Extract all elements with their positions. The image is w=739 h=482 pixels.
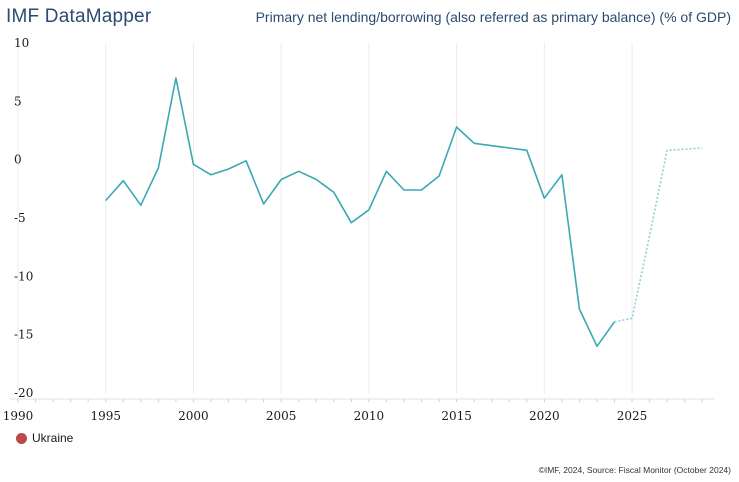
data-point-actual-2005 <box>279 177 284 182</box>
y-tick-label--10: -10 <box>14 269 33 283</box>
data-point-actual-2020 <box>542 196 547 201</box>
x-tick-label-2000: 2000 <box>178 409 209 420</box>
data-point-actual-2019 <box>524 148 529 153</box>
data-point-projection-2029 <box>700 146 705 151</box>
x-tick-label-1990: 1990 <box>3 409 34 420</box>
x-tick-label-2015: 2015 <box>441 409 472 420</box>
data-point-actual-2015 <box>454 125 459 130</box>
chart-title: Primary net lending/borrowing (also refe… <box>255 9 731 25</box>
data-point-actual-2007 <box>314 177 319 182</box>
data-point-actual-2023 <box>594 344 599 349</box>
y-tick-label--15: -15 <box>14 328 33 342</box>
data-point-projection-2026 <box>647 233 652 238</box>
data-point-actual-2022 <box>577 307 582 312</box>
x-tick-label-1995: 1995 <box>90 409 121 420</box>
axis-layer: 10 5 0 -5 -10 -15 -20 1990 1995 2000 2005 2010 2015 2… <box>3 36 715 420</box>
data-point-actual-2001 <box>208 172 213 177</box>
data-point-actual-2008 <box>331 190 336 195</box>
y-tick-label--20: -20 <box>14 386 33 400</box>
data-point-projection-2027 <box>665 148 670 153</box>
x-tick-label-2025: 2025 <box>617 409 648 420</box>
data-point-actual-2004 <box>261 202 266 207</box>
data-point-actual-2016 <box>472 141 477 146</box>
y-tick-label-5: 5 <box>14 94 22 108</box>
data-point-actual-2011 <box>384 169 389 174</box>
data-point-actual-1999 <box>173 76 178 81</box>
data-point-projection-2025 <box>630 316 635 321</box>
data-point-actual-1998 <box>156 165 161 170</box>
data-point-actual-2010 <box>366 207 371 212</box>
data-point-actual-2018 <box>507 146 512 151</box>
legend[interactable]: Ukraine <box>16 431 73 445</box>
y-tick-label-10: 10 <box>14 36 29 50</box>
data-point-actual-2003 <box>244 158 249 163</box>
data-point-actual-2013 <box>419 188 424 193</box>
data-point-actual-1995 <box>103 198 108 203</box>
legend-marker-ukraine[interactable] <box>16 432 27 444</box>
x-tick-label-2010: 2010 <box>354 409 385 420</box>
series-line-ukraine-projection <box>614 147 703 323</box>
data-point-actual-2012 <box>401 188 406 193</box>
series-line-ukraine-actual <box>105 77 616 348</box>
x-tick-label-2005: 2005 <box>266 409 297 420</box>
data-point-actual-2006 <box>296 169 301 174</box>
legend-label-ukraine[interactable]: Ukraine <box>32 431 74 445</box>
data-point-actual-1997 <box>138 203 143 208</box>
line-chart: 10 5 0 -5 -10 -15 -20 1990 1995 2000 2005 2010 2015 2… <box>3 36 715 420</box>
data-point-actual-2017 <box>489 143 494 148</box>
brand-title: IMF DataMapper <box>6 6 152 27</box>
data-point-actual-2009 <box>349 220 354 225</box>
source-note: ©IMF, 2024, Source: Fiscal Monitor (Octo… <box>538 465 731 475</box>
data-point-actual-2002 <box>226 167 231 172</box>
series-layer <box>103 76 705 349</box>
x-tick-label-2020: 2020 <box>529 409 560 420</box>
data-point-actual-1996 <box>121 178 126 183</box>
y-tick-label-0: 0 <box>14 153 22 167</box>
data-point-actual-2000 <box>191 162 196 167</box>
data-point-actual-2021 <box>559 172 564 177</box>
y-tick-label--5: -5 <box>14 211 26 225</box>
data-point-actual-2014 <box>437 174 442 179</box>
grid-layer <box>17 43 633 393</box>
data-point-projection-2024 <box>612 319 617 324</box>
data-point-projection-2028 <box>682 147 687 152</box>
